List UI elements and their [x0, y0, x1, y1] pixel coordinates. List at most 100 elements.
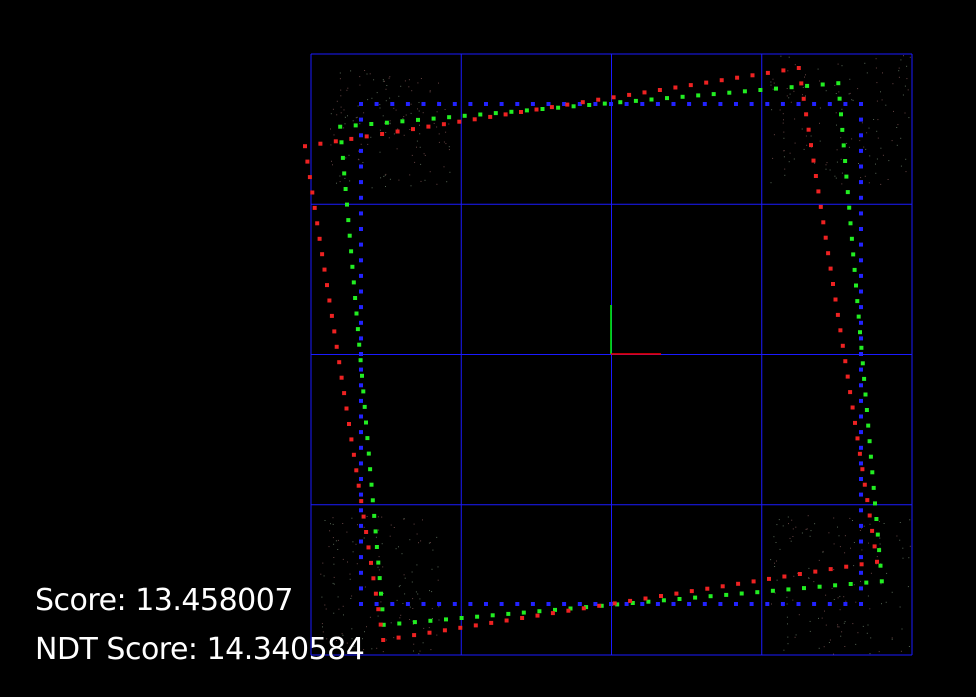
noise-point — [370, 136, 372, 138]
aligned-point — [354, 311, 359, 316]
source-point — [427, 630, 432, 635]
source-point — [580, 100, 585, 105]
aligned-point — [340, 155, 345, 160]
aligned-point — [459, 616, 464, 620]
noise-point — [770, 81, 772, 83]
noise-point — [826, 162, 828, 164]
target-point — [859, 367, 863, 372]
noise-point — [324, 520, 326, 521]
noise-point — [438, 606, 440, 608]
ndt-score-label: NDT Score: — [35, 632, 198, 667]
target-point — [687, 602, 692, 606]
noise-point — [386, 85, 388, 86]
source-point — [503, 112, 508, 117]
noise-point — [808, 567, 810, 569]
noise-point — [377, 615, 379, 617]
source-point — [689, 589, 694, 594]
noise-point — [408, 86, 410, 88]
noise-point — [363, 526, 365, 528]
target-point — [390, 102, 395, 106]
noise-point — [853, 584, 855, 586]
noise-point — [860, 177, 862, 179]
noise-point — [414, 161, 416, 163]
noise-point — [782, 525, 784, 527]
noise-point — [846, 142, 848, 144]
noise-point — [343, 127, 345, 129]
noise-point — [825, 624, 827, 626]
noise-point — [776, 560, 777, 562]
noise-point — [432, 618, 433, 620]
aligned-point — [696, 93, 701, 98]
noise-point — [418, 542, 419, 544]
noise-point — [783, 150, 785, 152]
noise-point — [837, 626, 839, 628]
source-point — [364, 530, 369, 534]
target-point — [359, 242, 363, 247]
source-point — [859, 562, 864, 567]
noise-point — [409, 174, 411, 176]
noise-point — [330, 128, 331, 130]
aligned-point — [364, 420, 368, 425]
noise-point — [445, 131, 447, 133]
noise-point — [907, 89, 909, 91]
target-point — [718, 102, 723, 106]
source-point — [376, 607, 381, 612]
noise-point — [403, 134, 405, 136]
target-point — [624, 102, 629, 106]
noise-point — [786, 603, 788, 605]
aligned-point — [602, 101, 607, 106]
noise-point — [855, 643, 857, 645]
aligned-point — [661, 598, 666, 603]
source-point — [305, 159, 310, 164]
noise-point — [339, 181, 341, 183]
noise-point — [789, 152, 791, 154]
noise-point — [360, 143, 362, 145]
noise-point — [861, 549, 863, 551]
noise-point — [388, 77, 390, 79]
source-point — [549, 105, 554, 110]
target-point — [859, 523, 863, 528]
noise-point — [338, 608, 340, 610]
target-point — [702, 602, 707, 606]
noise-point — [438, 133, 440, 135]
aligned-point — [693, 595, 698, 600]
noise-point — [821, 617, 823, 619]
noise-point — [385, 186, 386, 187]
target-point — [859, 477, 863, 481]
aligned-point — [877, 548, 882, 553]
aligned-point — [875, 532, 880, 537]
source-point — [857, 451, 862, 456]
aligned-point — [374, 545, 379, 549]
noise-point — [835, 93, 837, 94]
noise-point — [399, 585, 401, 586]
source-point — [581, 606, 586, 611]
source-point — [806, 127, 811, 132]
noise-point — [419, 650, 421, 652]
noise-point — [878, 651, 880, 653]
source-point — [799, 81, 804, 86]
noise-point — [852, 623, 854, 625]
aligned-point — [447, 115, 452, 120]
noise-point — [398, 179, 400, 181]
noise-point — [860, 580, 861, 582]
aligned-point — [353, 123, 358, 128]
noise-point — [346, 89, 348, 91]
aligned-point — [357, 342, 362, 347]
aligned-point — [878, 563, 883, 568]
noise-point — [825, 168, 827, 170]
noise-point — [323, 575, 325, 577]
target-point — [359, 305, 363, 310]
noise-point — [422, 519, 423, 521]
target-point — [859, 398, 863, 403]
noise-point — [416, 146, 417, 148]
target-point — [859, 242, 863, 247]
noise-point — [853, 542, 855, 543]
target-point — [734, 602, 738, 606]
noise-point — [375, 536, 377, 538]
noise-point — [875, 67, 877, 69]
aligned-point — [770, 588, 775, 593]
noise-point — [783, 137, 785, 139]
aligned-point — [665, 96, 669, 101]
target-point — [671, 102, 676, 106]
